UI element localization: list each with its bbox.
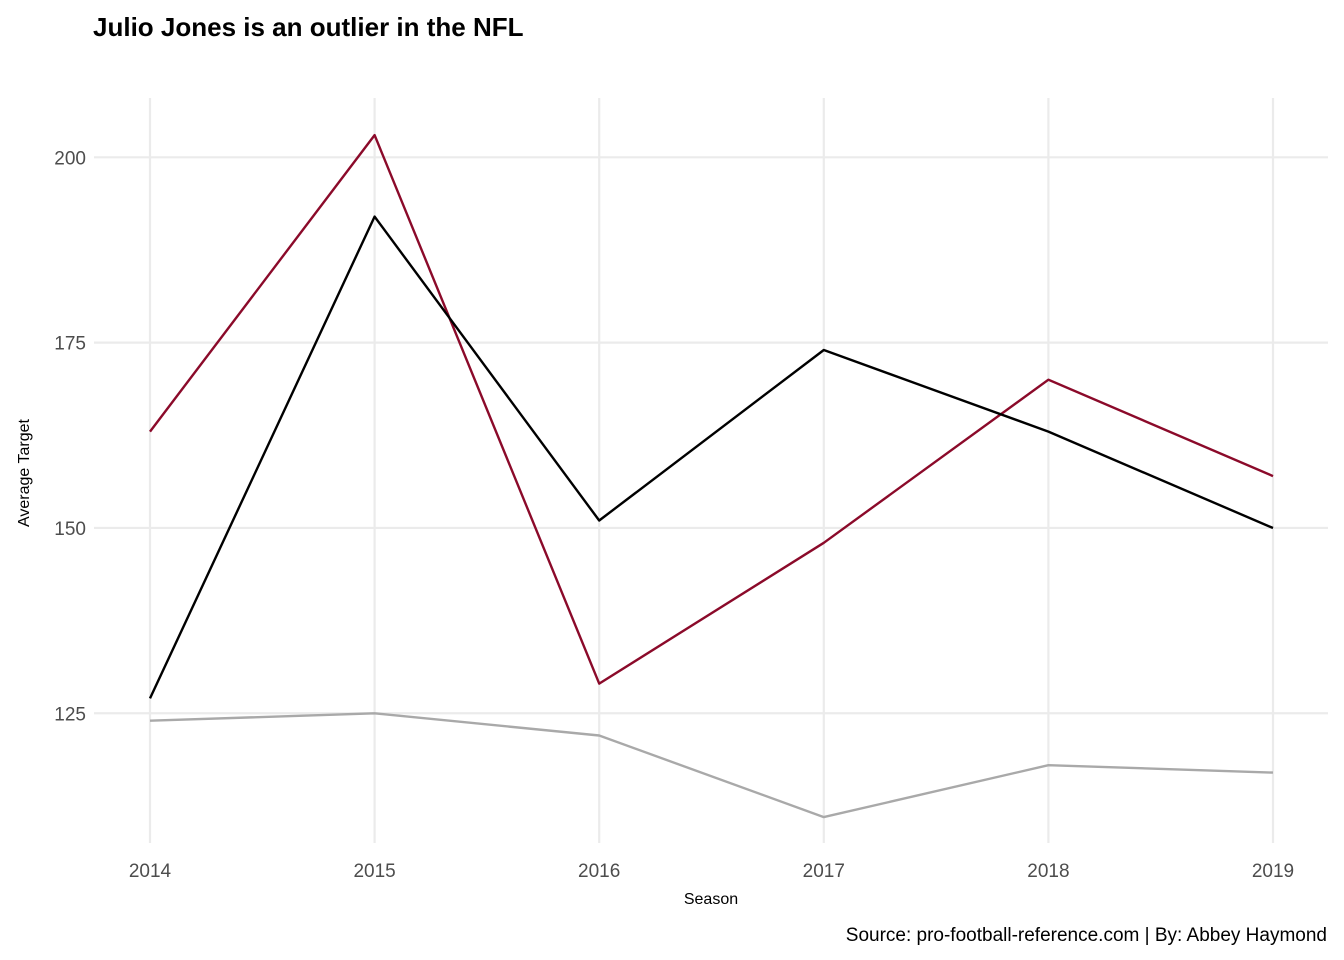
series-lines (148, 133, 1274, 819)
x-tick-label: 2019 (1252, 861, 1294, 882)
y-tick-label: 200 (54, 148, 86, 169)
series-line-2 (148, 215, 1274, 699)
x-tick-label: 2018 (1027, 861, 1069, 882)
y-tick-label: 125 (54, 704, 86, 725)
x-tick-label: 2014 (129, 861, 172, 882)
y-axis-ticks: 125 150 175 200 (54, 148, 86, 725)
x-axis-ticks: 2014 2015 2016 2017 2018 2019 (129, 861, 1294, 882)
x-tick-label: 2015 (353, 861, 395, 882)
y-axis-title: Average Target (16, 418, 33, 526)
x-tick-label: 2016 (578, 861, 620, 882)
x-axis-title: Season (684, 891, 738, 908)
source-caption: Source: pro-football-reference.com | By:… (846, 925, 1327, 946)
series-line-3 (149, 712, 1274, 819)
y-tick-label: 150 (54, 519, 86, 540)
chart-title: Julio Jones is an outlier in the NFL (93, 12, 524, 42)
x-tick-label: 2017 (803, 861, 845, 882)
gridlines (94, 98, 1328, 843)
y-tick-label: 175 (54, 334, 86, 355)
series-line-1 (149, 133, 1274, 685)
